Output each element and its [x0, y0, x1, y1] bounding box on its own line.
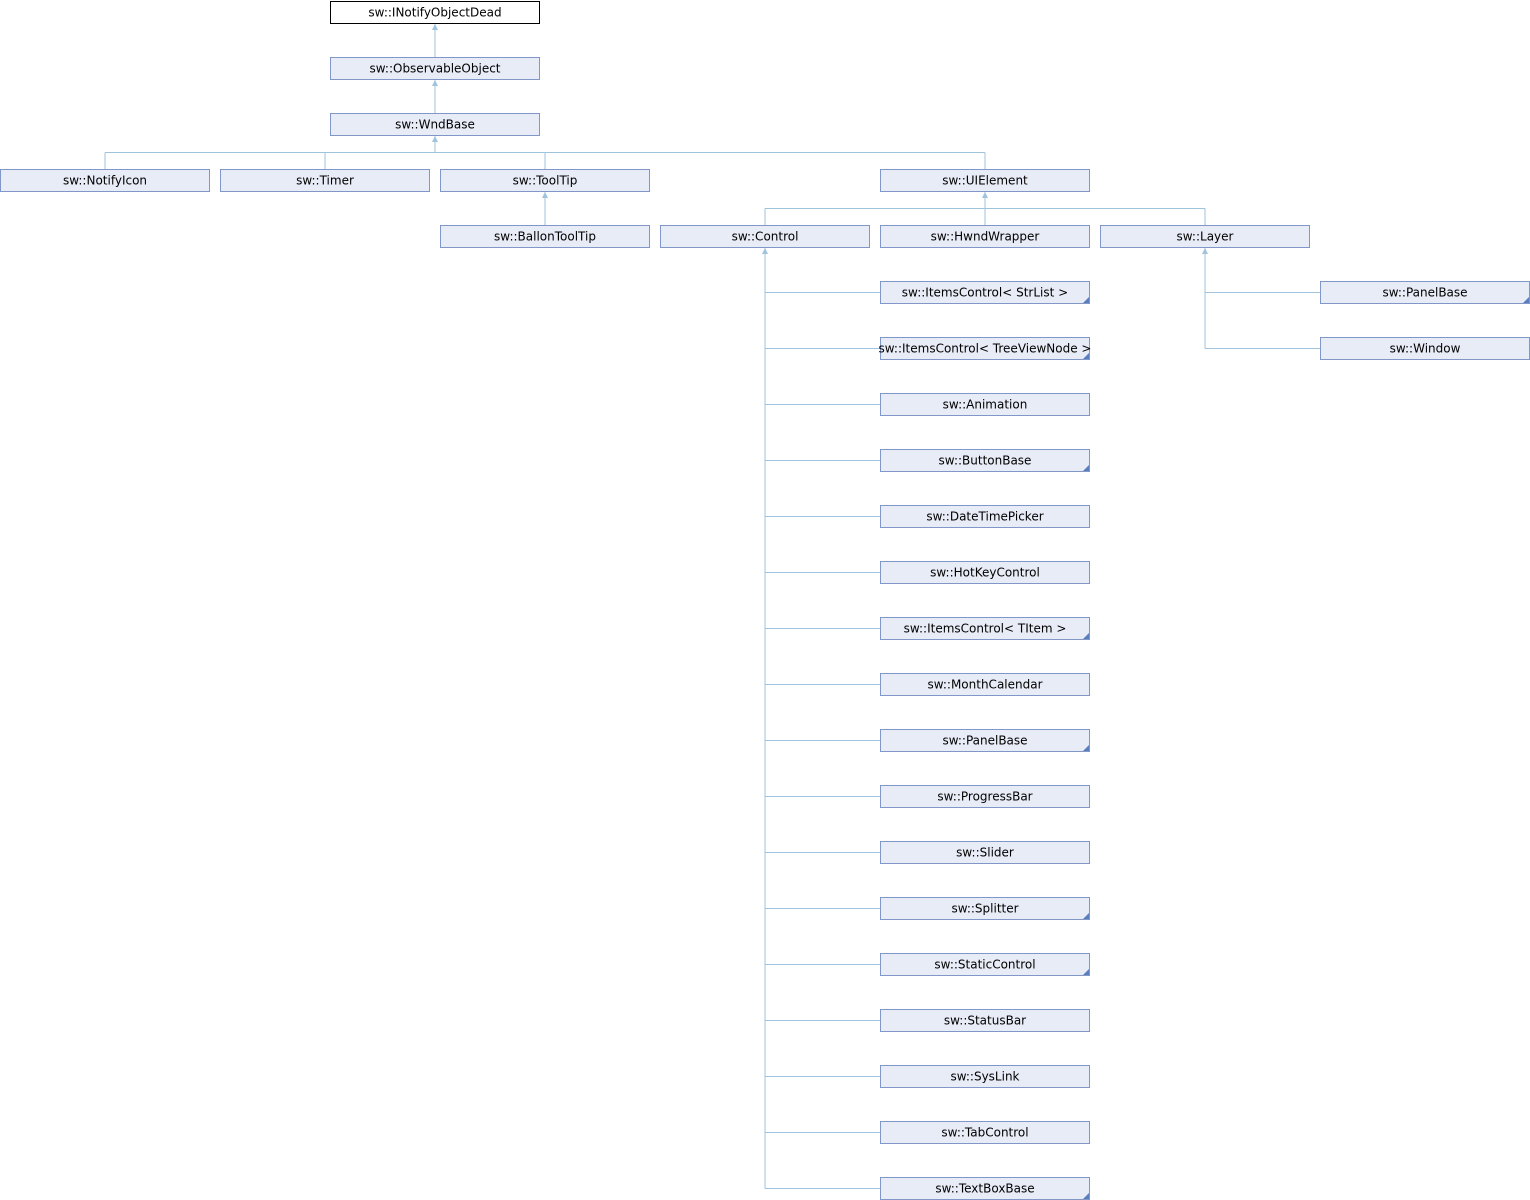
class-label: sw::NotifyIcon	[63, 174, 147, 188]
class-box[interactable]	[880, 561, 1090, 584]
class-box[interactable]	[880, 729, 1090, 752]
class-box[interactable]	[880, 897, 1090, 920]
class-label: sw::ToolTip	[513, 174, 578, 188]
class-box[interactable]	[330, 1, 540, 24]
class-box[interactable]	[880, 449, 1090, 472]
class-label: sw::ItemsControl< TItem >	[904, 622, 1067, 636]
arrowhead	[432, 24, 438, 30]
class-box[interactable]	[440, 169, 650, 192]
class-box[interactable]	[330, 57, 540, 80]
class-label: sw::StaticControl	[934, 958, 1035, 972]
arrowhead	[542, 192, 548, 198]
class-label: sw::SysLink	[950, 1070, 1019, 1084]
class-box[interactable]	[880, 673, 1090, 696]
truncation-mark	[1083, 633, 1089, 639]
class-box[interactable]	[880, 505, 1090, 528]
class-label: sw::Animation	[943, 398, 1028, 412]
class-box[interactable]	[330, 113, 540, 136]
class-label: sw::Timer	[296, 174, 354, 188]
class-box[interactable]	[880, 393, 1090, 416]
class-box[interactable]	[880, 1009, 1090, 1032]
class-label: sw::TabControl	[941, 1126, 1028, 1140]
class-label: sw::ItemsControl< StrList >	[902, 286, 1068, 300]
class-label: sw::WndBase	[395, 118, 475, 132]
class-label: sw::HotKeyControl	[930, 566, 1040, 580]
class-box[interactable]	[220, 169, 430, 192]
class-box[interactable]	[880, 841, 1090, 864]
class-box[interactable]	[0, 169, 210, 192]
class-box[interactable]	[440, 225, 650, 248]
class-box[interactable]	[880, 785, 1090, 808]
class-label: sw::PanelBase	[1382, 286, 1467, 300]
class-label: sw::DateTimePicker	[926, 510, 1043, 524]
class-box[interactable]	[880, 169, 1090, 192]
class-label: sw::ItemsControl< TreeViewNode >	[879, 342, 1092, 356]
class-label: sw::Control	[732, 230, 799, 244]
class-box[interactable]	[880, 337, 1090, 360]
truncation-mark	[1083, 745, 1089, 751]
class-box[interactable]	[880, 281, 1090, 304]
class-label: sw::HwndWrapper	[931, 230, 1040, 244]
class-box[interactable]	[880, 617, 1090, 640]
truncation-mark	[1523, 297, 1529, 303]
truncation-mark	[1083, 353, 1089, 359]
class-label: sw::MonthCalendar	[927, 678, 1042, 692]
class-box[interactable]	[880, 1065, 1090, 1088]
class-label: sw::INotifyObjectDead	[368, 6, 501, 20]
class-label: sw::TextBoxBase	[935, 1182, 1034, 1196]
arrowhead	[432, 136, 438, 142]
class-label: sw::UIElement	[942, 174, 1028, 188]
arrowhead	[762, 248, 768, 254]
class-box[interactable]	[1100, 225, 1310, 248]
class-label: sw::Splitter	[951, 902, 1018, 916]
class-label: sw::PanelBase	[942, 734, 1027, 748]
class-box[interactable]	[880, 953, 1090, 976]
arrowhead	[982, 192, 988, 198]
truncation-mark	[1083, 297, 1089, 303]
class-label: sw::ObservableObject	[370, 62, 501, 76]
class-label: sw::ButtonBase	[939, 454, 1032, 468]
class-box[interactable]	[880, 1121, 1090, 1144]
arrowhead	[432, 80, 438, 86]
class-label: sw::Layer	[1177, 230, 1234, 244]
class-label: sw::StatusBar	[944, 1014, 1026, 1028]
arrowhead	[1202, 248, 1208, 254]
class-box[interactable]	[880, 225, 1090, 248]
truncation-mark	[1083, 1193, 1089, 1199]
truncation-mark	[1083, 465, 1089, 471]
class-label: sw::ProgressBar	[937, 790, 1032, 804]
truncation-mark	[1083, 969, 1089, 975]
class-box[interactable]	[660, 225, 870, 248]
class-label: sw::Slider	[956, 846, 1014, 860]
class-label: sw::Window	[1390, 342, 1461, 356]
truncation-mark	[1083, 913, 1089, 919]
class-label: sw::BallonToolTip	[494, 230, 596, 244]
